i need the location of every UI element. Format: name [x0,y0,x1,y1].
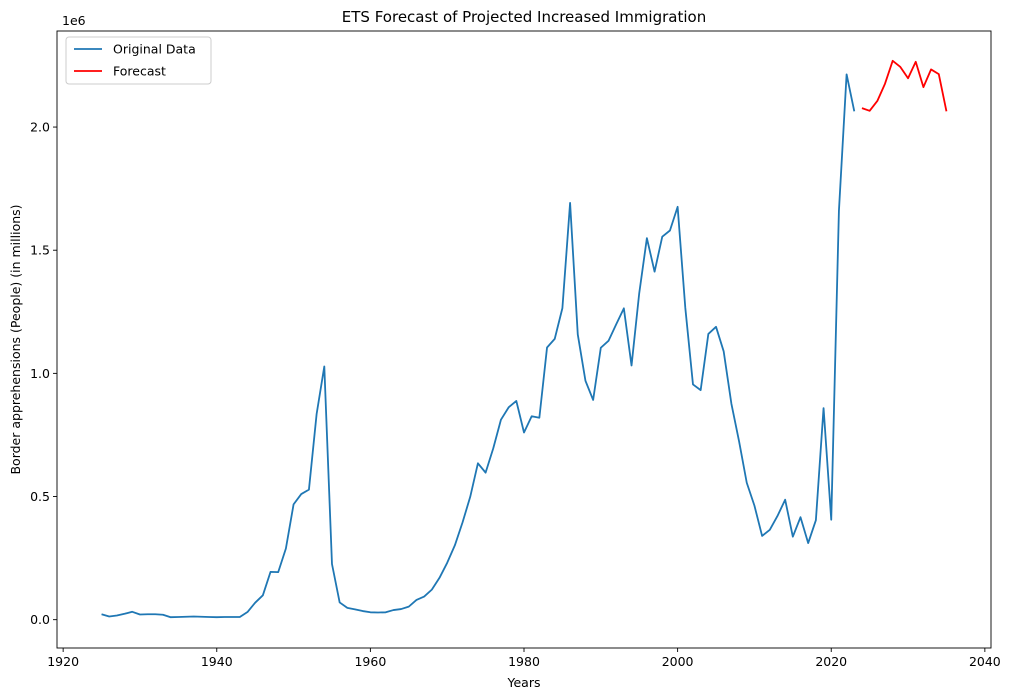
y-tick-label: 1.0 [30,366,50,381]
x-tick-label: 2040 [969,654,1001,669]
y-tick-label: 0.0 [30,612,50,627]
x-tick-label: 1980 [508,654,540,669]
y-tick-label: 2.0 [30,120,50,135]
x-axis-ticks: 1920 1940 1960 1980 2000 2020 2040 [47,648,1001,669]
x-tick-label: 1920 [47,654,79,669]
legend-box [65,36,212,85]
y-tick-label: 1.5 [30,243,50,258]
chart-title: ETS Forecast of Projected Increased Immi… [342,8,706,26]
x-tick-label: 2000 [662,654,694,669]
y-axis-offset-label: 1e6 [62,13,86,28]
x-tick-label: 1960 [354,654,386,669]
plot-frame [56,30,992,649]
series-line-original-data [101,73,856,619]
y-axis-title: Border apprehensions (People) (in millio… [8,204,23,474]
x-tick-label: 1940 [201,654,233,669]
y-axis-ticks: 0.0 0.5 1.0 1.5 2.0 [30,120,57,627]
plot-lines [101,59,948,619]
x-tick-label: 2020 [815,654,847,669]
series-line-forecast [861,59,948,112]
legend: Original Data Forecast [65,36,212,85]
legend-label: Forecast [113,64,166,79]
y-tick-label: 0.5 [30,489,50,504]
legend-label: Original Data [113,42,196,57]
x-axis-title: Years [507,675,541,690]
